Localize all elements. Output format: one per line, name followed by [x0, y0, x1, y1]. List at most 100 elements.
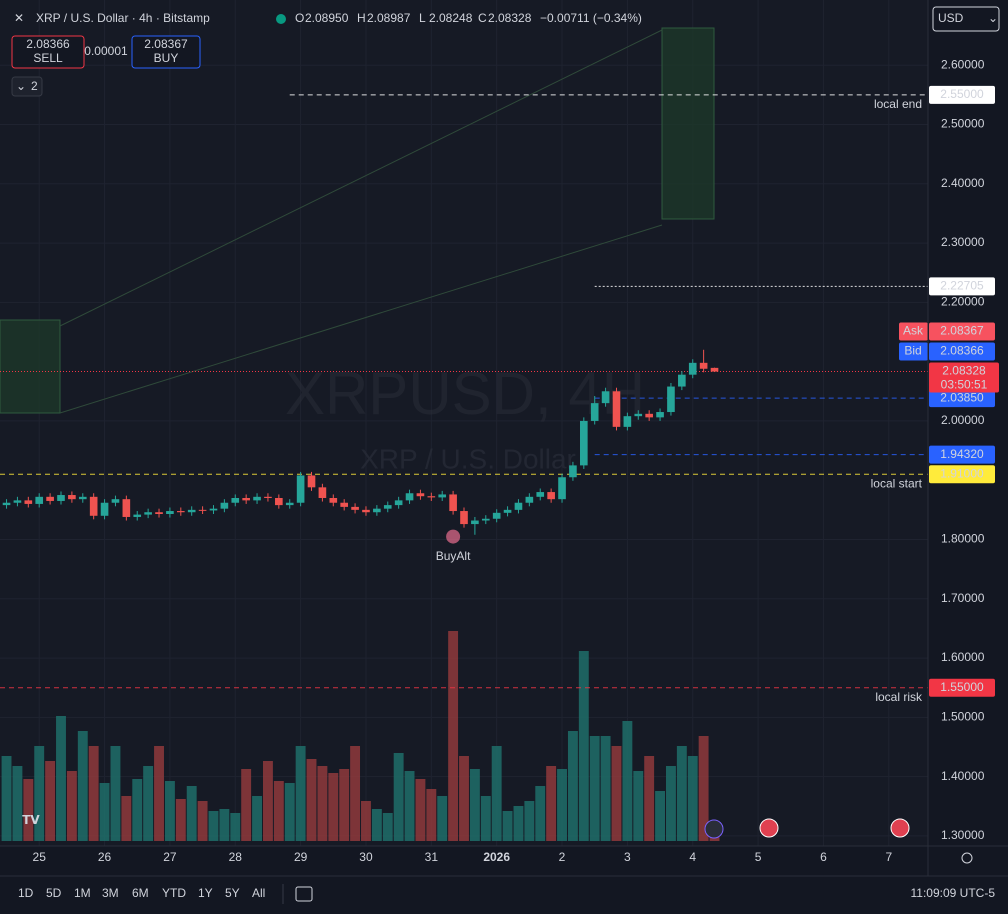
ohlc-key: H	[357, 11, 366, 25]
last-price-label: 2.08328	[942, 364, 986, 378]
volume-bar	[186, 786, 197, 841]
candle-body	[558, 477, 566, 500]
sell-label: SELL	[33, 51, 63, 65]
signal-label: BuyAlt	[436, 549, 471, 563]
timeframe-button[interactable]: 1M	[74, 886, 91, 900]
event-icon[interactable]	[759, 818, 779, 838]
volume-bar	[328, 773, 339, 841]
volume-bar	[295, 746, 306, 841]
settings-icon[interactable]	[961, 852, 973, 864]
market-status	[276, 14, 286, 24]
volume-bar	[208, 811, 219, 841]
candle-body	[133, 514, 142, 517]
candle-body	[307, 475, 316, 488]
candle-body	[645, 413, 653, 418]
candle-body	[438, 494, 447, 498]
x-tick-label: 2026	[483, 850, 510, 864]
volume-bar	[56, 716, 66, 841]
candle-body	[122, 499, 131, 517]
y-tick-label: 1.50000	[941, 710, 985, 724]
volume-bar	[110, 746, 121, 841]
volume-bar	[644, 756, 655, 841]
x-tick-label: 31	[425, 850, 439, 864]
x-tick-label: 27	[163, 850, 177, 864]
volume-bar	[350, 746, 361, 841]
ohlc-value: 2.08328	[488, 11, 532, 25]
x-tick-label: 4	[689, 850, 696, 864]
currency: USD	[938, 11, 964, 25]
candle-body	[318, 487, 327, 498]
level-note: local start	[871, 476, 923, 490]
buy-button[interactable]	[131, 35, 201, 69]
timeframe-button[interactable]: 5D	[46, 886, 62, 900]
close-icon[interactable]: ✕	[14, 11, 24, 25]
candle-body	[362, 509, 370, 513]
volume-bar	[164, 781, 175, 841]
y-tick-label: 1.60000	[941, 650, 985, 664]
volume-bar	[491, 746, 502, 841]
toolbar: 1D 5D 1M 3M 6M YTD 1Y 5Y All	[18, 886, 265, 900]
ohlc-key: C	[478, 11, 487, 25]
y-tick-label: 1.40000	[941, 769, 985, 783]
y-tick-label: 1.70000	[941, 591, 985, 605]
volume-bar	[23, 779, 34, 841]
candle-body	[394, 500, 403, 506]
event-icon[interactable]	[890, 818, 910, 838]
candle-body	[623, 416, 632, 427]
quote-tag	[899, 342, 928, 361]
caret: ⌄	[16, 79, 26, 93]
x-tick-label: 30	[359, 850, 373, 864]
buy-label: BUY	[154, 51, 179, 65]
price-badge	[929, 85, 995, 104]
date-range-icon[interactable]	[295, 886, 313, 902]
indicator-count: 2	[31, 79, 38, 93]
indicator-toggle[interactable]	[11, 76, 43, 97]
timeframe-button[interactable]: YTD	[162, 886, 186, 900]
volume-bar	[317, 766, 328, 841]
candle-body	[340, 502, 348, 507]
volume-bar	[611, 746, 622, 841]
price-badge	[929, 277, 995, 296]
y-tick-label: 2.50000	[941, 117, 985, 131]
range-box	[0, 319, 61, 414]
x-tick-label: 28	[229, 850, 243, 864]
volume-bar	[382, 813, 393, 841]
currency-button[interactable]	[932, 6, 1000, 32]
sell-button[interactable]	[11, 35, 85, 69]
candle-body	[405, 493, 414, 501]
candle-body	[351, 506, 359, 510]
candle-body	[231, 497, 240, 503]
quote-badge-label: 2.08366	[940, 344, 984, 358]
volume-bar	[589, 736, 600, 841]
logo: 𝗧𝗩	[22, 813, 40, 827]
candle-body	[2, 502, 11, 506]
volume-bar	[502, 811, 513, 841]
timeframe-button[interactable]: All	[252, 886, 265, 900]
timeframe-button[interactable]: 3M	[102, 886, 119, 900]
ohlc-key: O	[295, 11, 304, 25]
candle-body	[89, 496, 98, 516]
x-tick-label: 3	[624, 850, 631, 864]
timeframe-button[interactable]: 5Y	[225, 886, 240, 900]
candle-body	[373, 508, 381, 513]
volume-bar	[241, 769, 252, 841]
candle-body	[667, 386, 675, 413]
symbol[interactable]: XRP / U.S. Dollar · 4h · Bitstamp	[36, 11, 210, 25]
candle-body	[634, 413, 643, 417]
price-axis: 2.60000 2.50000 2.40000 2.30000 2.20000 2.000…	[899, 57, 999, 842]
spread: 0.00001	[84, 44, 128, 58]
candle-body	[492, 512, 501, 519]
event-icon[interactable]	[704, 819, 724, 839]
volume-bar	[361, 801, 371, 841]
timeframe-button[interactable]: 6M	[132, 886, 149, 900]
candle-body	[699, 362, 708, 369]
candle-body	[580, 420, 588, 466]
candle-body	[144, 512, 152, 515]
y-tick-label: 1.30000	[941, 828, 985, 842]
quote-tag-name: Bid	[904, 344, 921, 358]
price-badge	[929, 465, 995, 484]
timeframe-button[interactable]: 1Y	[198, 886, 213, 900]
timeframe-button[interactable]: 1D	[18, 886, 34, 900]
volume-bar	[557, 769, 567, 841]
volume-bar	[284, 783, 295, 841]
